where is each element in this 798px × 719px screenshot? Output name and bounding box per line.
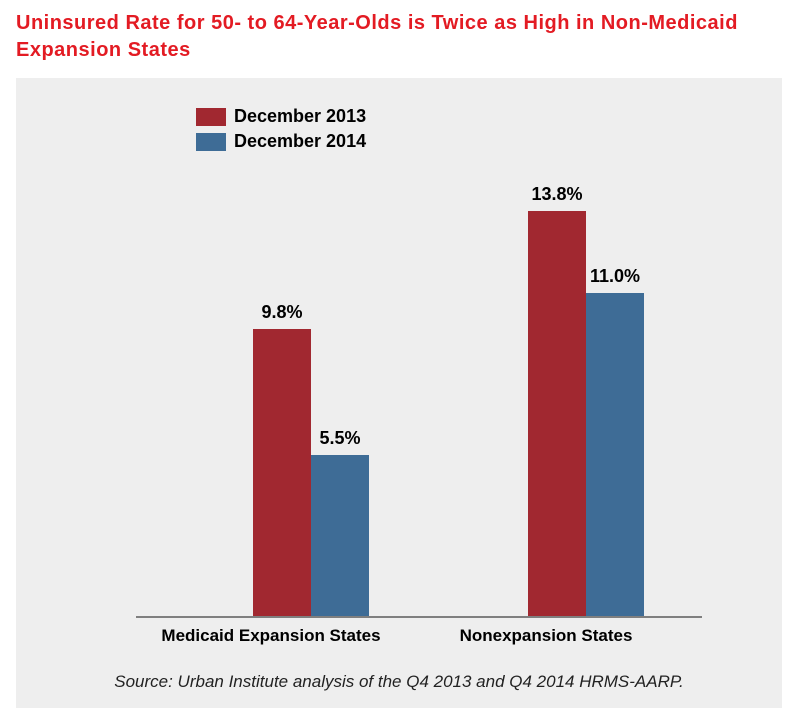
bar-value-label: 13.8% [528,184,586,205]
bar [528,211,586,616]
bar-value-label: 5.5% [311,428,369,449]
page-container: Uninsured Rate for 50- to 64-Year-Olds i… [0,0,798,719]
bar-value-label: 9.8% [253,302,311,323]
legend-label: December 2014 [234,131,366,152]
chart-panel: December 2013 December 2014 9.8% 5.5% [16,78,782,708]
bar [311,455,369,616]
legend-item: December 2013 [196,106,366,127]
group-label: Nonexpansion States [416,626,676,646]
bar [253,329,311,616]
legend-swatch-icon [196,108,226,126]
group-label: Medicaid Expansion States [141,626,401,646]
legend: December 2013 December 2014 [196,106,366,156]
bar-value-label: 11.0% [586,266,644,287]
legend-label: December 2013 [234,106,366,127]
chart-title: Uninsured Rate for 50- to 64-Year-Olds i… [16,10,782,64]
legend-swatch-icon [196,133,226,151]
legend-item: December 2014 [196,131,366,152]
source-citation: Source: Urban Institute analysis of the … [16,672,782,692]
bar [586,293,644,616]
plot-area: 9.8% 5.5% 13.8% 11.0% Medicaid Exp [136,178,702,618]
